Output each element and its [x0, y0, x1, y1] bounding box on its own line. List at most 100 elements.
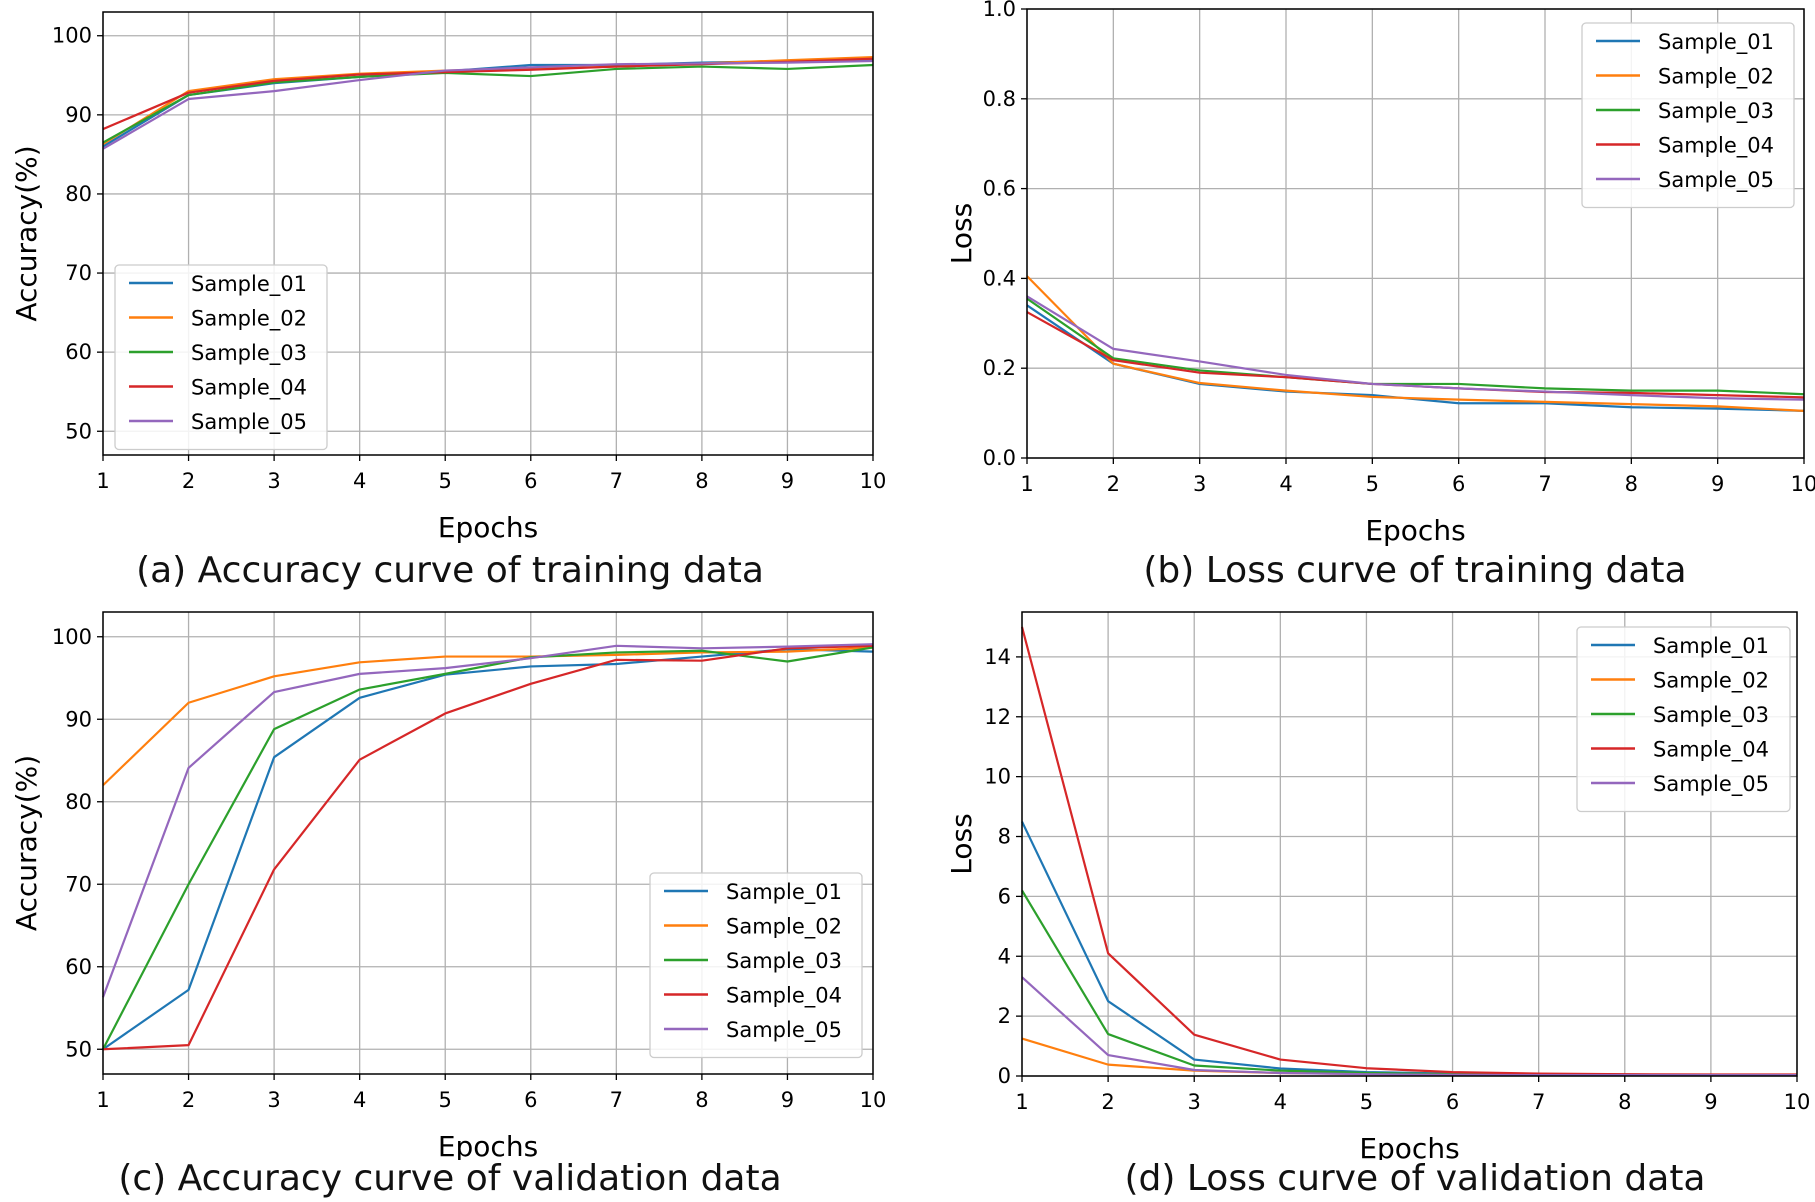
x-tick-label: 8 [1618, 1090, 1631, 1114]
x-tick-label: 8 [695, 469, 708, 493]
x-tick-label: 2 [182, 469, 195, 493]
series-line-sample-05 [102, 59, 874, 150]
x-tick-label: 5 [439, 1088, 452, 1112]
x-tick-label: 9 [1711, 472, 1724, 496]
legend-label: Sample_03 [191, 341, 307, 366]
accuracy-validation-chart: 1 2 3 4 5 6 7 8 9 10 50 60 70 80 90 100 Epochs Accuracy(%… [10, 611, 886, 1160]
x-tick-label: 10 [860, 1088, 887, 1112]
x-tick-label: 10 [1784, 1090, 1811, 1114]
legend-label: Sample_01 [726, 880, 842, 905]
y-tick-label: 2 [998, 1004, 1011, 1028]
caption-b: (b) Loss curve of training data [1143, 550, 1687, 591]
legend-box [114, 264, 328, 451]
x-axis-label: Epochs [1365, 514, 1465, 547]
series-lines [101, 643, 874, 1051]
legend-label: Sample_01 [191, 272, 307, 297]
caption-d: (d) Loss curve of validation data [1124, 1158, 1706, 1199]
legend-label: Sample_01 [1658, 30, 1774, 55]
x-tick-label: 5 [1366, 472, 1379, 496]
x-tick-label: 3 [1188, 1090, 1201, 1114]
legend: Sample_01 Sample_02 Sample_03 Sample_04 Samp… [1581, 22, 1795, 209]
x-axis-label: Epochs [438, 1130, 538, 1160]
y-tick-label: 70 [65, 872, 92, 896]
legend: Sample_01 Sample_02 Sample_03 Sample_04 Samp… [1576, 626, 1791, 813]
x-tick-label: 4 [1279, 472, 1292, 496]
x-axis-ticks: 1 2 3 4 5 6 7 8 9 10 [96, 1074, 886, 1112]
caption-c: (c) Accuracy curve of validation data [118, 1158, 782, 1199]
y-tick-label: 0.6 [983, 177, 1016, 201]
y-tick-label: 14 [984, 645, 1011, 669]
y-tick-label: 4 [998, 944, 1011, 968]
x-tick-label: 6 [1446, 1090, 1459, 1114]
series-line-sample-03 [1026, 297, 1805, 396]
y-tick-label: 0.2 [983, 356, 1016, 380]
series-line-sample-03 [102, 63, 874, 144]
legend-label: Sample_02 [726, 915, 842, 940]
y-tick-label: 12 [984, 705, 1011, 729]
y-tick-label: 50 [65, 419, 92, 443]
legend-label: Sample_02 [1653, 669, 1769, 694]
x-tick-label: 4 [1274, 1090, 1287, 1114]
x-tick-label: 7 [610, 469, 623, 493]
x-tick-label: 6 [1452, 472, 1465, 496]
x-axis-ticks: 1 2 3 4 5 6 7 8 9 10 [96, 455, 886, 493]
x-tick-label: 3 [1193, 472, 1206, 496]
x-tick-label: 2 [1101, 1090, 1114, 1114]
x-tick-label: 1 [96, 1088, 109, 1112]
x-tick-label: 10 [860, 469, 887, 493]
series-lines [1020, 626, 1798, 1077]
legend-label: Sample_04 [1653, 738, 1769, 763]
y-tick-label: 0.4 [983, 266, 1016, 290]
y-axis-ticks: 0 2 4 6 8 10 12 14 [984, 645, 1022, 1088]
legend-label: Sample_03 [1658, 99, 1774, 124]
y-tick-label: 10 [984, 765, 1011, 789]
y-tick-label: 1.0 [983, 0, 1016, 21]
legend: Sample_01 Sample_02 Sample_03 Sample_04 Samp… [649, 872, 863, 1059]
plot-frame [1021, 611, 1798, 1077]
legend-label: Sample_05 [191, 410, 307, 435]
x-tick-label: 5 [1360, 1090, 1373, 1114]
loss-validation-chart: 1 2 3 4 5 6 7 8 9 1002468101214EpochsLossSample_0… [945, 611, 1810, 1160]
x-tick-label: 1 [1015, 1090, 1028, 1114]
plot-frame [102, 11, 874, 456]
y-tick-label: 60 [65, 340, 92, 364]
x-tick-label: 4 [353, 469, 366, 493]
x-tick-label: 9 [1704, 1090, 1717, 1114]
x-tick-label: 9 [781, 1088, 794, 1112]
x-tick-label: 2 [1107, 472, 1120, 496]
y-axis-ticks: 50 60 70 80 90 100 [52, 625, 103, 1061]
y-axis-ticks: 0.0 0.2 0.4 0.6 0.8 1.0 [983, 0, 1027, 470]
y-tick-label: 90 [65, 103, 92, 127]
y-tick-label: 0 [998, 1064, 1011, 1088]
legend-label: Sample_05 [726, 1018, 842, 1043]
x-tick-label: 6 [524, 1088, 537, 1112]
x-tick-label: 1 [1020, 472, 1033, 496]
x-tick-label: 3 [267, 1088, 280, 1112]
series-line-sample-02 [102, 646, 874, 787]
legend-box [1576, 626, 1791, 813]
y-tick-label: 0.0 [983, 446, 1016, 470]
x-axis-ticks: 1 2 3 4 5 6 7 8 9 10 [1015, 1076, 1810, 1114]
series-line-sample-05 [1021, 976, 1797, 1077]
y-tick-label: 0.8 [983, 87, 1016, 111]
y-axis-label: Loss [945, 813, 978, 874]
x-axis-label: Epochs [438, 511, 538, 544]
legend-box [1581, 22, 1795, 209]
x-tick-label: 6 [524, 469, 537, 493]
y-tick-label: 100 [52, 625, 92, 649]
series-line-sample-01 [1021, 821, 1797, 1076]
x-axis-label: Epochs [1359, 1132, 1459, 1160]
series-lines [102, 55, 874, 150]
y-tick-label: 70 [65, 261, 92, 285]
y-tick-label: 6 [998, 884, 1011, 908]
series-line-sample-04 [102, 644, 874, 1051]
series-line-sample-05 [1026, 295, 1805, 401]
y-axis-label: Loss [945, 203, 978, 264]
series-line-sample-05 [101, 643, 874, 998]
x-tick-label: 10 [1791, 472, 1815, 496]
y-axis-label: Accuracy(%) [10, 755, 43, 931]
series-line-sample-02 [1026, 275, 1805, 412]
accuracy-training-chart: 1 2 3 4 5 6 7 8 9 10 50 60 70 80 90 100 Epochs Accuracy(%… [10, 11, 886, 544]
y-tick-label: 50 [65, 1037, 92, 1061]
